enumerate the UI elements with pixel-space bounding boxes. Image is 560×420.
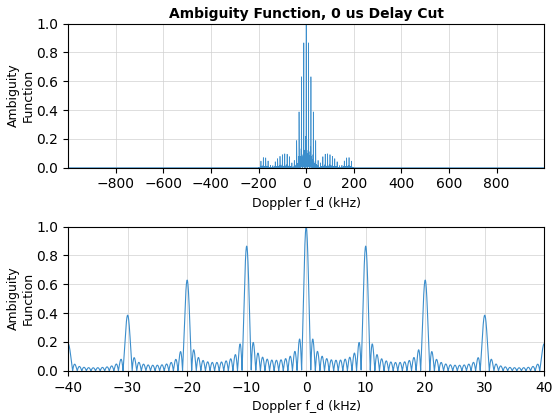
X-axis label: Doppler f_d (kHz): Doppler f_d (kHz) [251, 400, 361, 413]
Y-axis label: Ambiguity
Function: Ambiguity Function [7, 267, 35, 331]
X-axis label: Doppler f_d (kHz): Doppler f_d (kHz) [251, 197, 361, 210]
Title: Ambiguity Function, 0 us Delay Cut: Ambiguity Function, 0 us Delay Cut [169, 7, 444, 21]
Y-axis label: Ambiguity
Function: Ambiguity Function [7, 64, 35, 127]
